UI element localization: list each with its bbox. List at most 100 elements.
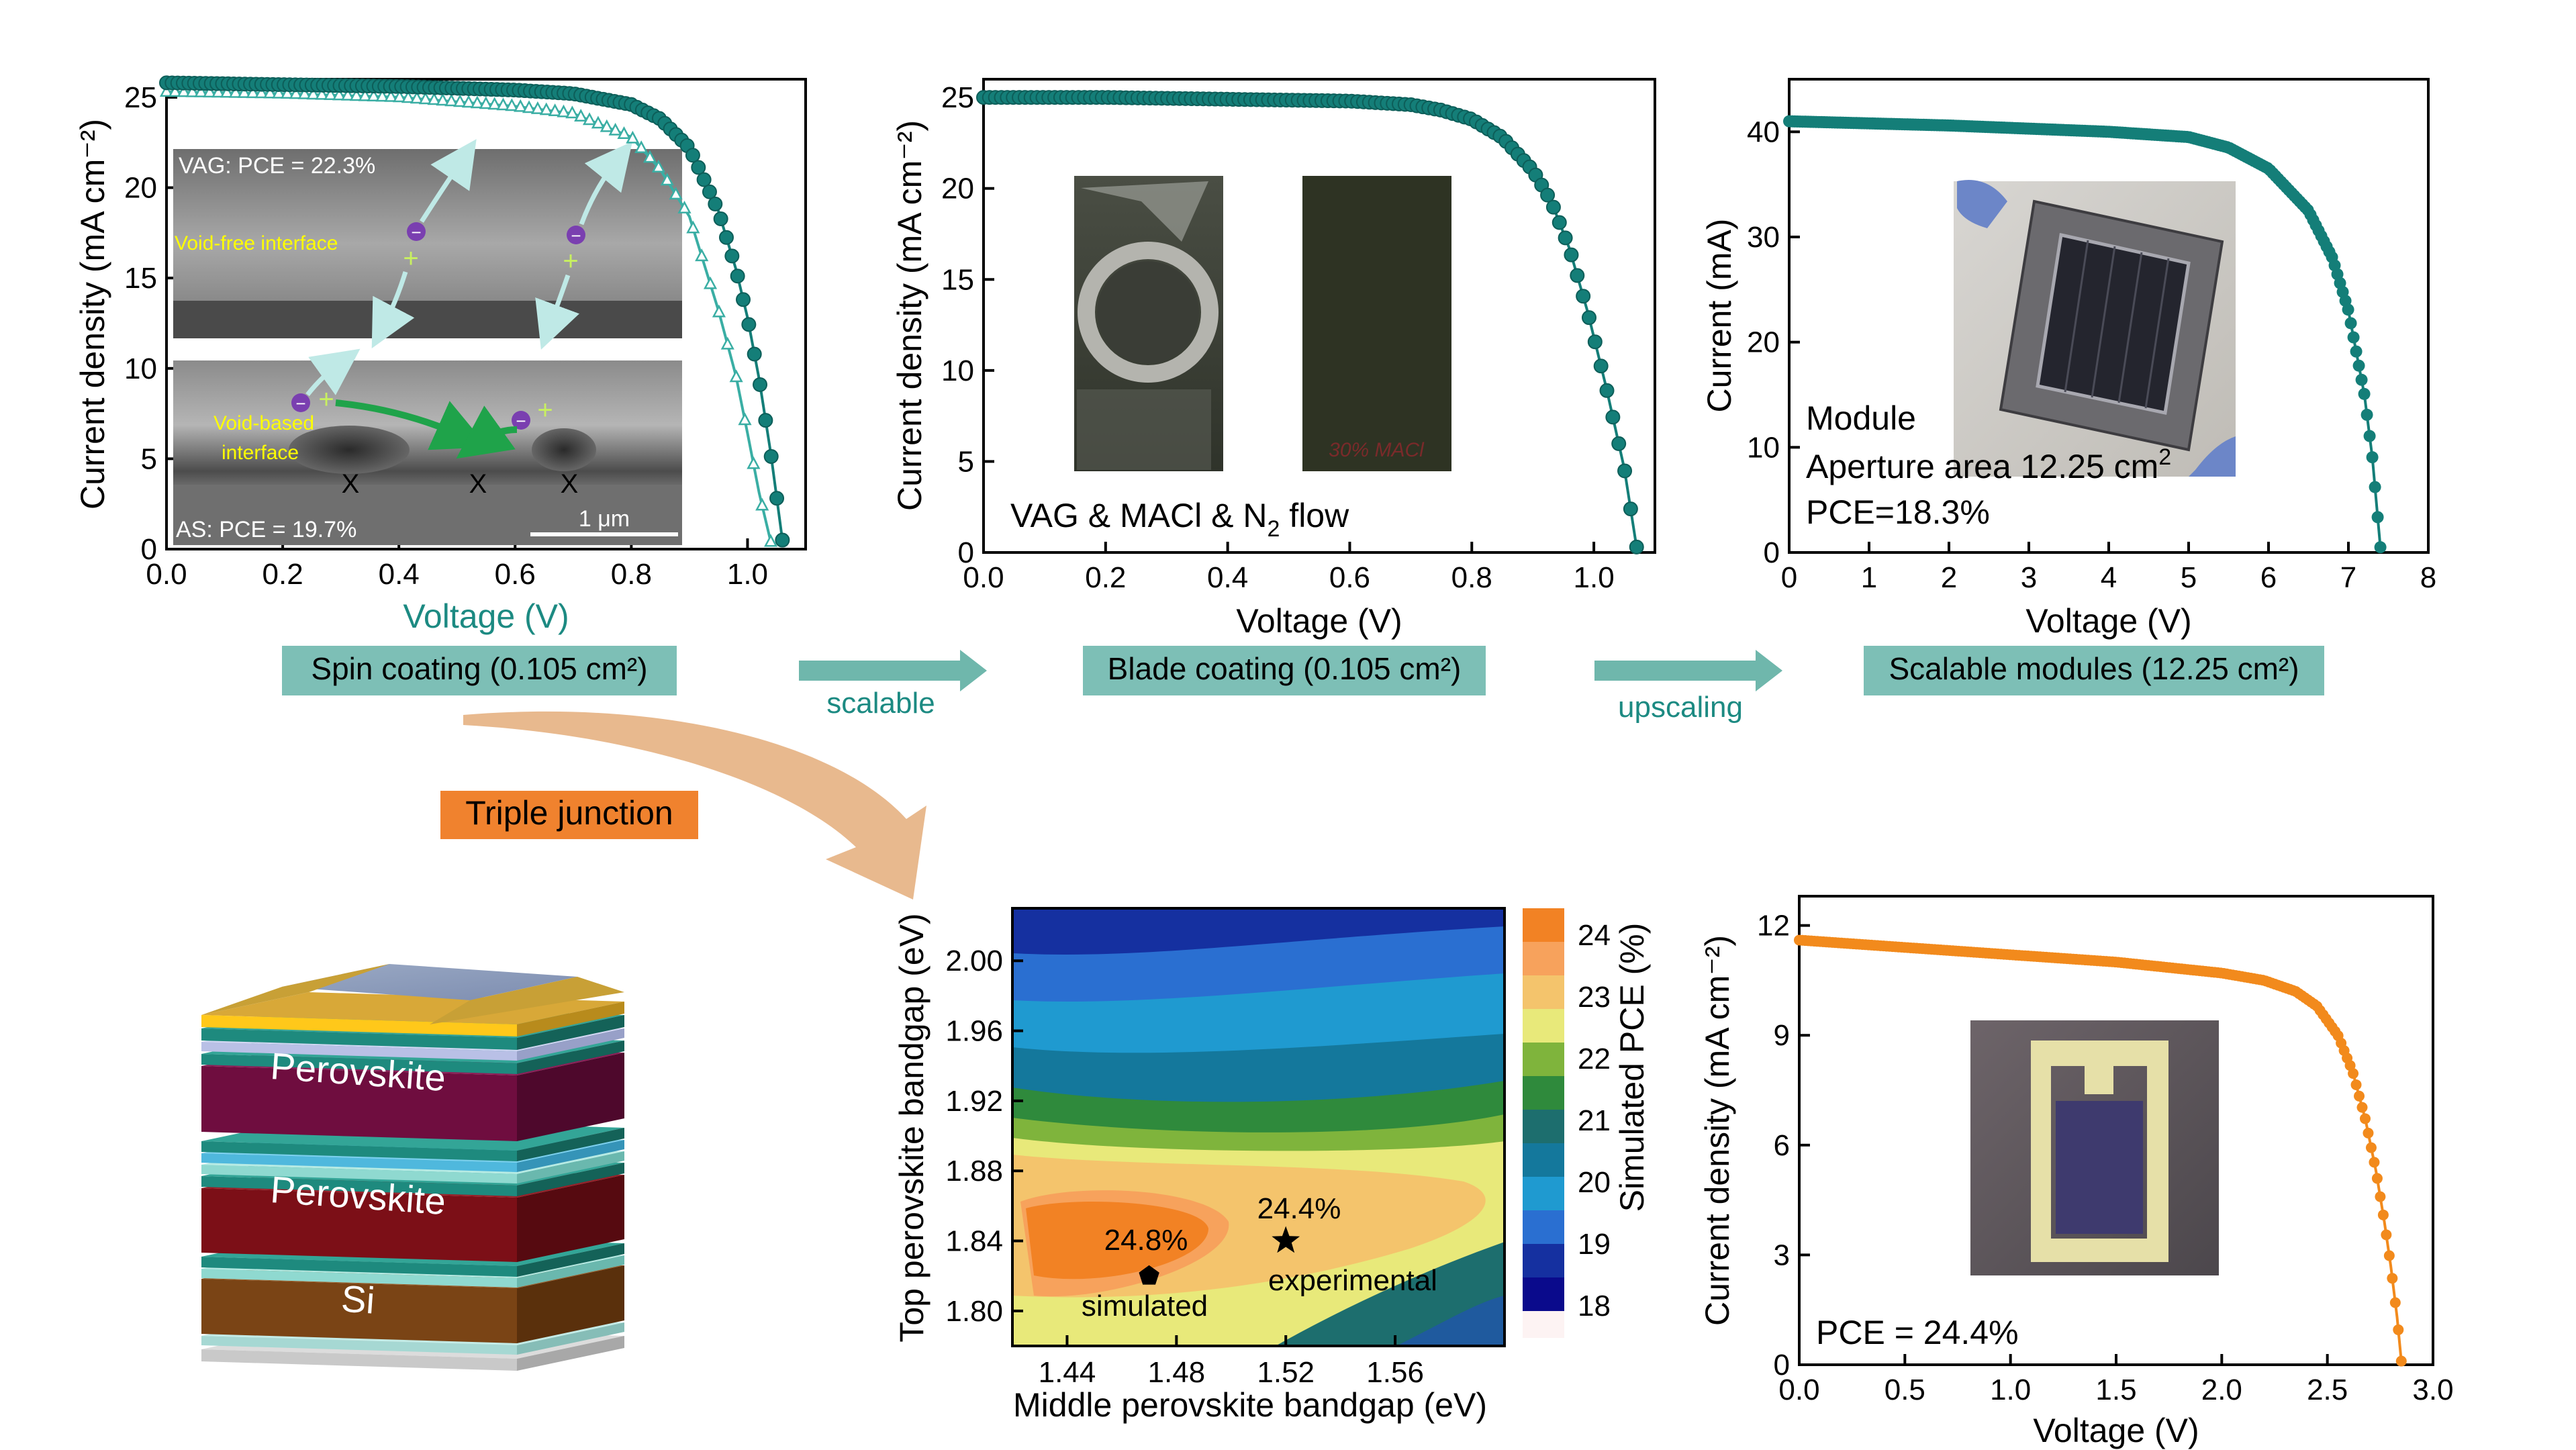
data-point: [669, 187, 683, 200]
blade-coating-jv-chart: 0.0 0.2 0.4 0.6 0.8 1.0 0 5 10 15 20 25 30% MACl VA…: [891, 78, 1656, 640]
data-point: [703, 276, 718, 289]
y-tick-label: 10: [124, 352, 157, 385]
y-tick-label: 0: [1774, 1349, 1790, 1382]
data-point: [565, 105, 579, 119]
x-tick-label: 1.44: [1039, 1356, 1096, 1389]
x-axis-label: Middle perovskite bandgap (eV): [1013, 1386, 1487, 1424]
data-point: [713, 211, 728, 227]
x-tick-label: 3.0: [2412, 1373, 2453, 1406]
layer-recomb-side: [517, 1151, 624, 1183]
colorbar-segment: [1523, 908, 1564, 942]
data-point: [418, 91, 432, 105]
process-box-blade-label: Blade coating (0.105 cm²): [1108, 651, 1462, 686]
data-point: [1587, 334, 1603, 350]
colorbar-segment: [1523, 1110, 1564, 1144]
data-point: [600, 119, 614, 132]
data-point: [2369, 1157, 2380, 1168]
module-cell-line: [2091, 246, 2116, 398]
x-axis-label: Voltage (V): [2033, 1412, 2199, 1449]
x-tick-label: 4: [2101, 561, 2117, 594]
colorbar-segment: [1523, 1076, 1564, 1110]
layer-electrode-front: [201, 1015, 517, 1036]
data-point: [177, 84, 191, 97]
data-point: [1552, 215, 1567, 230]
hole-icon: +: [563, 246, 578, 276]
data-point: [530, 101, 544, 114]
layer-tco-front: [201, 1336, 517, 1355]
layer-buffer-front: [201, 1042, 517, 1061]
data-point: [2389, 1297, 2401, 1308]
data-point: [741, 317, 757, 332]
process-box-spin: [282, 646, 677, 695]
layer-perovskite-mid-front: [201, 1188, 517, 1262]
colorbar-tick-label: 19: [1578, 1228, 1611, 1261]
colorbar-segment: [1523, 1244, 1564, 1278]
silicon-label: Si: [340, 1277, 376, 1321]
electron-icon: [291, 393, 310, 412]
plot-frame: [982, 78, 1656, 554]
y-tick-label: 0: [958, 536, 974, 569]
y-tick-label: 25: [941, 81, 974, 114]
layer-etl-side: [517, 1128, 624, 1161]
y-tick-label: 6: [1774, 1129, 1790, 1162]
hole-arrow: [535, 274, 579, 350]
y-tick-label: 5: [958, 445, 974, 478]
data-point: [617, 126, 631, 140]
triple-pce-label: PCE = 24.4%: [1816, 1314, 2019, 1351]
x-tick-label: 3: [2021, 561, 2037, 594]
data-point: [315, 87, 329, 100]
data-point: [758, 413, 773, 428]
x-mark: X: [561, 469, 579, 499]
top-contact-gold: [430, 977, 624, 1024]
data-point: [2365, 1142, 2377, 1153]
y-tick-label: 15: [941, 263, 974, 296]
data-point: [1576, 289, 1591, 304]
data-point: [2369, 481, 2381, 493]
simulated-value: 24.8%: [1104, 1224, 1188, 1257]
photo-ring: [1078, 242, 1219, 383]
data-point: [2347, 331, 2360, 344]
data-point: [763, 449, 779, 465]
photo-artifact: [1081, 181, 1208, 242]
experimental-label: experimental: [1268, 1264, 1437, 1297]
x-tick-label: 2.0: [2201, 1373, 2242, 1406]
data-point: [2393, 1324, 2404, 1335]
colorbar-tick-label: 18: [1578, 1290, 1611, 1322]
module-cell-line: [2117, 252, 2143, 403]
plot-frame: [1011, 907, 1506, 1347]
data-point: [461, 95, 476, 108]
data-point: [367, 89, 381, 102]
x-tick-label: 5: [2181, 561, 2197, 594]
x-tick-label: 0.0: [1778, 1373, 1819, 1406]
data-point: [470, 95, 484, 109]
series-group: [159, 75, 790, 548]
data-point: [453, 94, 467, 107]
y-axis-label: Current density (mA cm⁻²): [74, 119, 111, 510]
y-tick-label: 20: [124, 172, 157, 205]
x-tick-label: 1.48: [1148, 1356, 1206, 1389]
data-point: [1593, 358, 1609, 374]
y-tick-label: 3: [1774, 1239, 1790, 1271]
x-tick-label: 1.52: [1257, 1356, 1315, 1389]
data-point: [686, 220, 700, 234]
process-box-spin-label: Spin coating (0.105 cm²): [311, 651, 647, 686]
layer-electrode-side: [517, 1002, 624, 1036]
data-point: [237, 85, 251, 98]
data-point: [608, 122, 622, 136]
top-contact-gold: [201, 964, 389, 1015]
data-point: [203, 85, 217, 98]
void-shape: [532, 428, 596, 471]
data-point: [747, 346, 762, 362]
sem-substrate: [173, 301, 682, 338]
layer-etl-side: [517, 1015, 624, 1050]
y-axis-label: Current density (mA cm⁻²): [891, 120, 928, 511]
y-axis-label: Top perovskite bandgap (eV): [893, 913, 931, 1342]
bandgap-contour-chart: 1.44 1.48 1.52 1.56 1.80 1.84 1.88 1.92 1.96 2.00…: [893, 907, 1651, 1424]
data-point: [522, 100, 536, 113]
layer-etl-front: [201, 1141, 517, 1161]
data-point: [1599, 383, 1615, 398]
photo-center: [1097, 261, 1199, 363]
data-point: [375, 89, 389, 102]
data-point: [1617, 463, 1633, 479]
